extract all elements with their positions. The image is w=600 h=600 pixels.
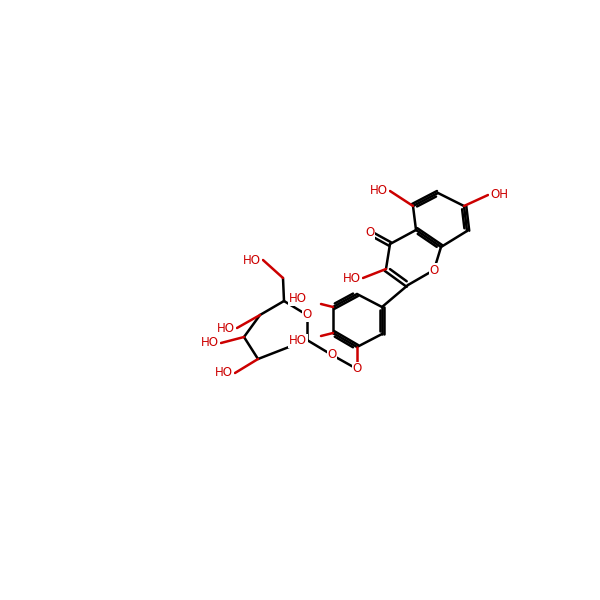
Text: O: O [302,308,311,322]
Text: HO: HO [215,367,233,379]
Text: HO: HO [370,185,388,197]
Text: HO: HO [343,271,361,284]
Text: HO: HO [289,335,307,347]
Text: O: O [352,362,362,376]
Text: HO: HO [243,253,261,266]
Text: HO: HO [201,337,219,349]
Text: HO: HO [217,322,235,335]
Text: O: O [430,263,439,277]
Text: O: O [365,226,374,239]
Text: OH: OH [490,188,508,202]
Text: O: O [328,349,337,361]
Text: HO: HO [289,292,307,305]
